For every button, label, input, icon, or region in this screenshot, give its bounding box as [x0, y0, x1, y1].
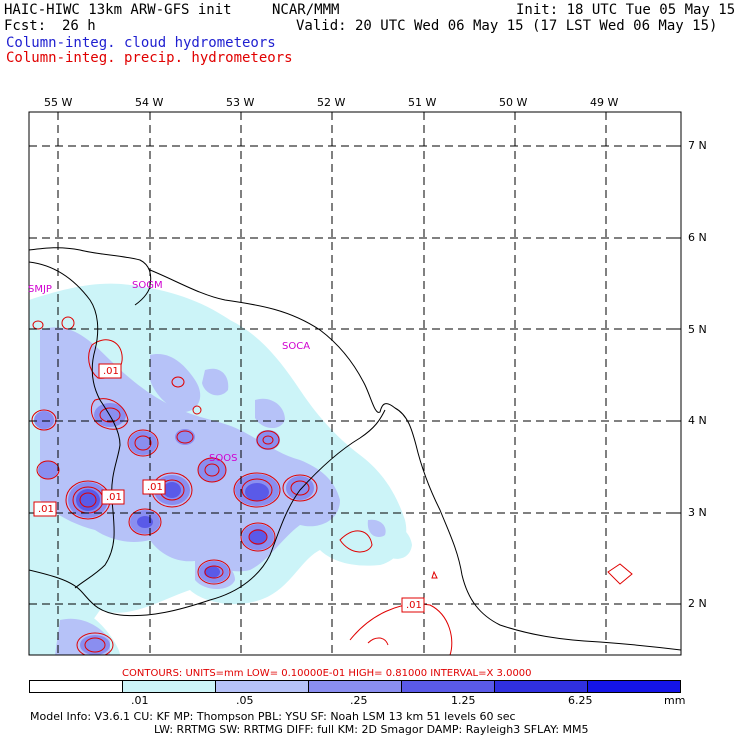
lat-label: 4 N [688, 414, 707, 427]
lon-label: 55 W [44, 96, 73, 109]
lat-label: 2 N [688, 597, 707, 610]
station-label-soca: SOCA [282, 341, 311, 352]
colorbar-units: mm [664, 694, 686, 707]
colorbar-swatch [587, 681, 680, 692]
grid-lines [29, 112, 681, 655]
contour-label: .01 [106, 492, 122, 503]
lon-label: 52 W [317, 96, 346, 109]
colorbar [29, 680, 681, 693]
station-label-soos: SOOS [209, 453, 238, 464]
colorbar-tick: .05 [236, 694, 254, 707]
lat-label: 6 N [688, 231, 707, 244]
colorbar-tick: .01 [131, 694, 149, 707]
station-label-smjp: SMJP [28, 284, 52, 295]
lon-label: 50 W [499, 96, 528, 109]
colorbar-swatch [308, 681, 401, 692]
lat-label: 7 N [688, 139, 707, 152]
lon-label: 53 W [226, 96, 255, 109]
lon-label: 54 W [135, 96, 164, 109]
model-info-line2: LW: RRTMG SW: RRTMG DIFF: full KM: 2D Sm… [154, 723, 589, 736]
fcst-value: 26 h [62, 18, 96, 34]
model-info-line1: Model Info: V3.6.1 CU: KF MP: Thompson P… [30, 710, 516, 723]
lat-label: 5 N [688, 323, 707, 336]
colorbar-tick: .25 [350, 694, 368, 707]
contour-label: .01 [103, 366, 119, 377]
station-label-sogm: SOGM [132, 280, 163, 291]
colorbar-swatch [401, 681, 494, 692]
init-time: Init: 18 UTC Tue 05 May 15 [516, 2, 736, 18]
contour-label: .01 [406, 600, 422, 611]
map-frame [28, 111, 682, 656]
contour-label: .01 [38, 504, 54, 515]
org-label: NCAR/MMM [272, 2, 340, 18]
colorbar-swatch [122, 681, 215, 692]
model-title: HAIC-HIWC 13km ARW-GFS init [4, 2, 232, 18]
lon-label: 49 W [590, 96, 619, 109]
contour-info: CONTOURS: UNITS=mm LOW= 0.10000E-01 HIGH… [122, 668, 532, 679]
colorbar-tick: 6.25 [568, 694, 593, 707]
colorbar-swatch [215, 681, 308, 692]
lat-label: 3 N [688, 506, 707, 519]
frame-ticks [57, 112, 681, 605]
colorbar-swatch [30, 681, 122, 692]
colorbar-tick: 1.25 [451, 694, 476, 707]
contour-label-boxes [33, 363, 425, 613]
colorbar-swatch [494, 681, 587, 692]
lon-label: 51 W [408, 96, 437, 109]
fcst-label: Fcst: [4, 18, 47, 34]
cloud-field [29, 283, 412, 655]
contour-label: .01 [147, 482, 163, 493]
valid-time: Valid: 20 UTC Wed 06 May 15 (17 LST Wed … [296, 18, 718, 34]
field-precip-title: Column-integ. precip. hydrometeors [6, 50, 293, 66]
field-cloud-title: Column-integ. cloud hydrometeors [6, 35, 276, 51]
